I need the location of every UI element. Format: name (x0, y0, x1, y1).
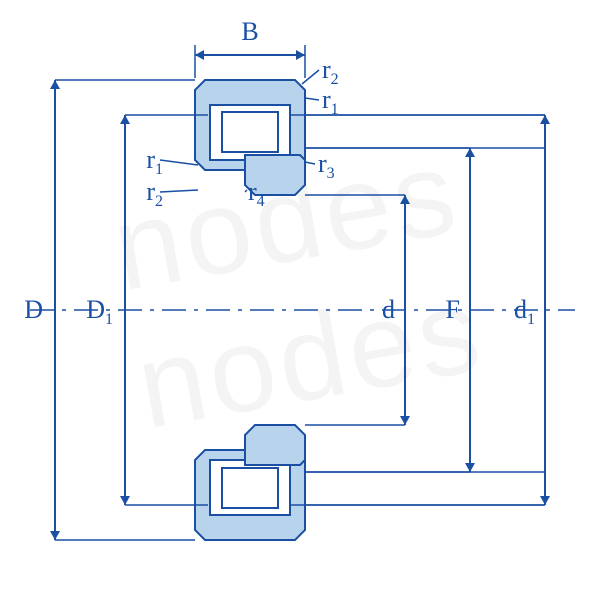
inner-ring-bottom (245, 425, 305, 465)
roller-bottom (222, 468, 278, 508)
radius-label-r2: r2 (322, 55, 339, 88)
dim-label-F: F (446, 295, 460, 324)
dim-label-d: d (382, 295, 395, 324)
dim-label-D: D (24, 295, 43, 324)
dim-label-D1: D1 (86, 295, 113, 328)
dim-label-d1: d1 (514, 295, 535, 328)
radius-label-r1: r1 (322, 85, 339, 118)
roller-top (222, 112, 278, 152)
dim-label-B: B (241, 17, 258, 46)
radius-label-r1: r1 (146, 145, 163, 178)
bearing-diagram: nodes nodes BDD1dFd1 r2r1r1r2r3r4 (0, 0, 600, 600)
